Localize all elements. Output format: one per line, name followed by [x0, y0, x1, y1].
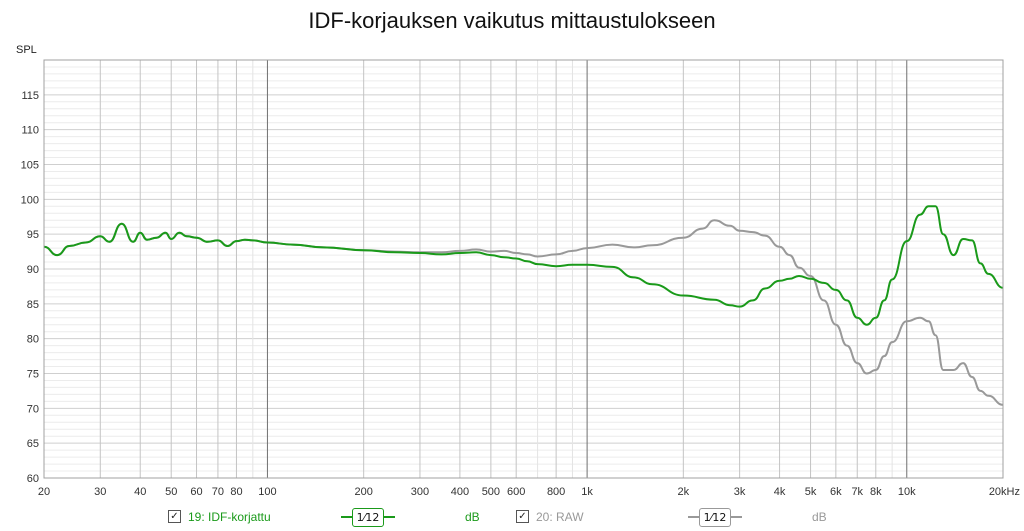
- y-axis-label: SPL: [16, 44, 37, 56]
- axis-ticks: 60 65 70 75 80 85 90 95 100 105 110 115 20 30 40 50 60 70…: [21, 90, 1020, 498]
- x-tick-label: 8k: [870, 486, 882, 498]
- x-tick-label: 70: [212, 486, 224, 498]
- legend-unit-raw: dB: [812, 510, 827, 524]
- x-tick-label: 60: [190, 486, 202, 498]
- y-tick-label: 70: [27, 403, 39, 415]
- y-tick-label: 90: [27, 264, 39, 276]
- series-line-corrected: [43, 205, 1004, 326]
- x-tick-label: 20: [38, 486, 50, 498]
- y-tick-label: 60: [27, 473, 39, 485]
- x-tick-label: 30: [94, 486, 106, 498]
- x-tick-label: 800: [547, 486, 565, 498]
- grid: [43, 59, 1004, 479]
- chart-title: IDF-korjauksen vaikutus mittaustulokseen: [308, 8, 716, 33]
- y-tick-label: 85: [27, 299, 39, 311]
- y-tick-label: 75: [27, 369, 39, 381]
- y-tick-label: 115: [21, 90, 39, 102]
- smoothing-button-raw[interactable]: 1⁄12: [699, 508, 731, 527]
- x-tick-label: 200: [354, 486, 372, 498]
- x-tick-label: 100: [258, 486, 276, 498]
- x-tick-label: 300: [411, 486, 429, 498]
- x-tick-label: 6k: [830, 486, 842, 498]
- x-tick-label: 2k: [678, 486, 690, 498]
- legend-unit-corrected: dB: [465, 510, 480, 524]
- x-tick-label: 500: [482, 486, 500, 498]
- x-tick-label: 80: [230, 486, 242, 498]
- x-tick-label: 40: [134, 486, 146, 498]
- y-tick-label: 80: [27, 334, 39, 346]
- y-tick-label: 105: [21, 160, 39, 172]
- y-tick-label: 110: [21, 125, 39, 137]
- x-tick-label: 7k: [851, 486, 863, 498]
- legend-label-raw: 20: RAW: [536, 510, 584, 524]
- plot-frame: [43, 59, 1004, 479]
- x-tick-label: 4k: [774, 486, 786, 498]
- legend-label-corrected: 19: IDF-korjattu: [188, 510, 271, 524]
- x-tick-label: 400: [451, 486, 469, 498]
- x-tick-label: 50: [165, 486, 177, 498]
- y-tick-label: 100: [21, 194, 39, 206]
- legend-checkbox-raw[interactable]: ✓: [516, 510, 529, 523]
- x-tick-label: 3k: [734, 486, 746, 498]
- x-tick-label: 1k: [581, 486, 593, 498]
- x-tick-label: 10k: [898, 486, 916, 498]
- y-tick-label: 95: [27, 229, 39, 241]
- legend-checkbox-corrected[interactable]: ✓: [168, 510, 181, 523]
- series-lines: [43, 205, 1004, 406]
- x-tick-label: 5k: [805, 486, 817, 498]
- x-tick-label: 600: [507, 486, 525, 498]
- x-tick-label: 20kHz: [989, 486, 1020, 498]
- y-tick-label: 65: [27, 438, 39, 450]
- smoothing-button-corrected[interactable]: 1⁄12: [352, 508, 384, 527]
